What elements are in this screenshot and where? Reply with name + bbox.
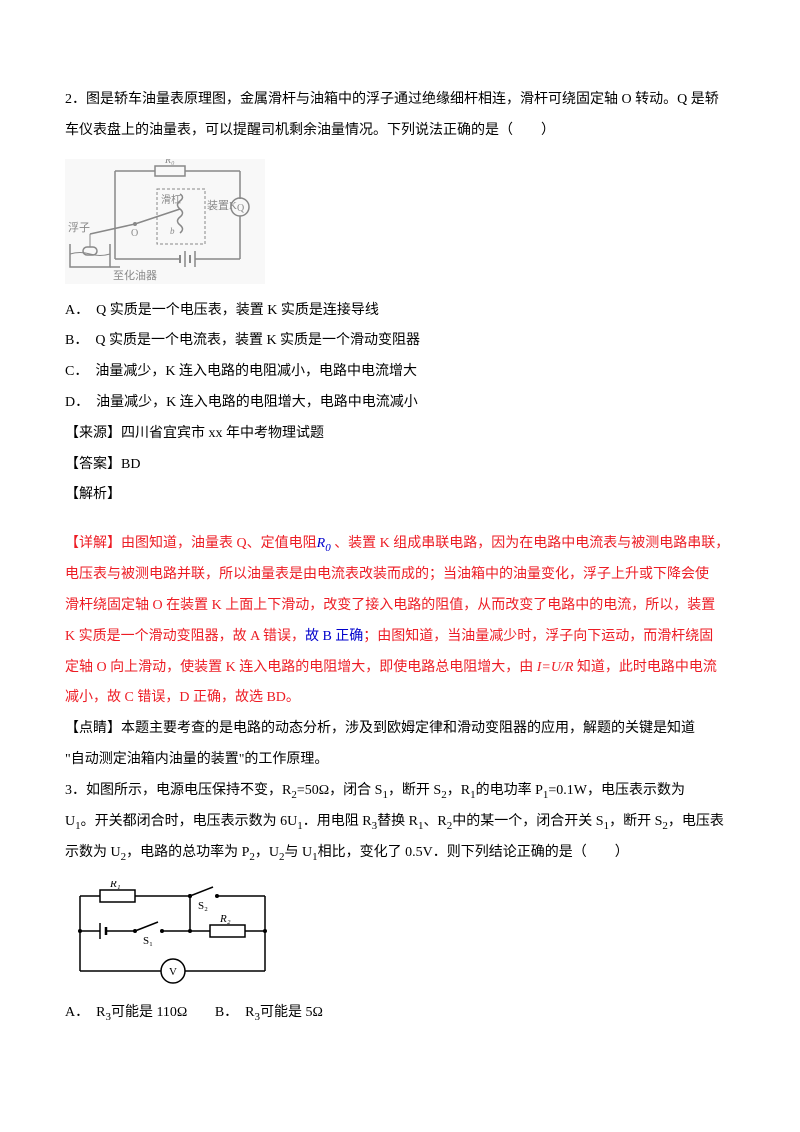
q2-tip: 【点睛】本题主要考查的是电路的动态分析，涉及到欧姆定律和滑动变阻器的应用，解题的… <box>65 714 735 745</box>
q2-stem-line1: 2．图是轿车油量表原理图，金属滑杆与油箱中的浮子通过绝缘细杆相连，滑杆可绕固定轴… <box>65 85 735 116</box>
label-r2: R₂ <box>219 913 231 925</box>
q2-source: 【来源】四川省宜宾市 xx 年中考物理试题 <box>65 419 735 450</box>
detail-line4b: 故 B 正确 <box>305 629 363 644</box>
q3-option-a: A． R3可能是 110Ω <box>65 1005 187 1020</box>
q2-answer: 【答案】BD <box>65 450 735 481</box>
detail-body1: 由图知道，油量表 Q、定值电阻 <box>121 536 317 551</box>
label-s2: S₂ <box>198 900 208 912</box>
detail-line4a: K 实质是一个滑动变阻器，故 A 错误， <box>65 629 305 644</box>
q2-option-c: C． 油量减少，K 连入电路的电阻减小，电路中电流增大 <box>65 357 735 388</box>
label-device: 装置K <box>207 199 237 212</box>
label-r0: R₀ <box>164 159 175 166</box>
q3-stem-line3: 示数为 U2，电路的总功率为 P2，U2与 U1相比，变化了 0.5V．则下列结… <box>65 838 735 869</box>
q2-circuit-diagram: R₀ Q 装置K O 滑杠 b 浮子 至化油器 <box>65 159 735 284</box>
label-b: b <box>170 226 175 236</box>
q3-stem-line1: 3．如图所示，电源电压保持不变，R2=50Ω，闭合 S1，断开 S2，R1的电功… <box>65 776 735 807</box>
q2-stem-line2: 车仪表盘上的油量表，可以提醒司机剩余油量情况。下列说法正确的是（ ） <box>65 116 735 147</box>
label-s1: S₁ <box>143 935 153 947</box>
q2-option-d: D． 油量减少，K 连入电路的电阻增大，电路中电流减小 <box>65 388 735 419</box>
detail-line5eq: I=U/R <box>537 660 574 675</box>
detail-r0: R0 <box>317 536 331 551</box>
label-float: 浮子 <box>68 221 90 234</box>
label-q: Q <box>237 203 245 214</box>
q3-option-b: B． R3可能是 5Ω <box>215 1005 323 1020</box>
q3-circuit-diagram: R₁ S₂ V S₁ R₂ <box>65 881 735 986</box>
label-r1: R₁ <box>109 881 121 890</box>
q2-tip-line2: "自动测定油箱内油量的装置"的工作原理。 <box>65 745 735 776</box>
label-pipe: 至化油器 <box>113 268 157 282</box>
label-o: O <box>131 228 138 239</box>
detail-prefix: 【详解】 <box>65 536 121 551</box>
detail-line5b: 知道，此时电路中电流 <box>573 660 717 675</box>
tip-prefix: 【点睛】 <box>65 721 121 736</box>
q2-option-b: B． Q 实质是一个电流表，装置 K 实质是一个滑动变阻器 <box>65 326 735 357</box>
q2-detail-line5: 定轴 O 向上滑动，使装置 K 连入电路的电阻增大，即使电路总电阻增大，由 I=… <box>65 653 735 684</box>
detail-line5a: 定轴 O 向上滑动，使装置 K 连入电路的电阻增大，即使电路总电阻增大，由 <box>65 660 537 675</box>
q2-detail-line2: 电压表与被测电路并联，所以油量表是由电流表改装而成的；当油箱中的油量变化，浮子上… <box>65 560 735 591</box>
detail-body2: 、装置 K 组成串联电路，因为在电路中电流表与被测电路串联， <box>331 536 730 551</box>
q2-detail-line4: K 实质是一个滑动变阻器，故 A 错误，故 B 正确；由图知道，当油量减少时，浮… <box>65 622 735 653</box>
q3-options-line: A． R3可能是 110Ω B． R3可能是 5Ω <box>65 998 735 1029</box>
q2-option-a: A． Q 实质是一个电压表，装置 K 实质是连接导线 <box>65 296 735 327</box>
q2-detail-line1: 【详解】由图知道，油量表 Q、定值电阻R0 、装置 K 组成串联电路，因为在电路… <box>65 529 735 560</box>
q2-detail-line3: 滑杆绕固定轴 O 在装置 K 上面上下滑动，改变了接入电路的阻值，从而改变了电路… <box>65 591 735 622</box>
q2-detail-line6: 减小，故 C 错误，D 正确，故选 BD。 <box>65 683 735 714</box>
tip-body1: 本题主要考查的是电路的动态分析，涉及到欧姆定律和滑动变阻器的应用，解题的关键是知… <box>121 721 695 736</box>
detail-line4c: ；由图知道，当油量减少时，浮子向下运动，而滑杆绕固 <box>363 629 713 644</box>
label-v: V <box>169 966 177 978</box>
label-slider: 滑杠 <box>161 193 181 206</box>
q2-analysis-label: 【解析】 <box>65 480 735 511</box>
q3-stem-line2: U1。开关都闭合时，电压表示数为 6U1．用电阻 R3替换 R1、R2中的某一个… <box>65 807 735 838</box>
